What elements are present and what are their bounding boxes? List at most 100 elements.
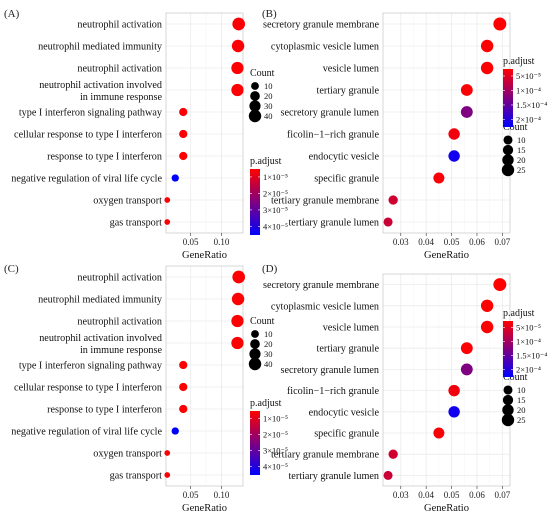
- y-tick-label: neutrophil mediated immunity: [38, 295, 163, 306]
- plot-frame: [165, 12, 244, 234]
- count-legend-label: 15: [517, 145, 526, 155]
- count-legend-label: 10: [517, 135, 526, 145]
- data-point: [231, 61, 244, 75]
- count-legend-dot: [502, 394, 514, 406]
- y-tick-label: cellular response to type I interferon: [14, 383, 162, 394]
- count-legend-label: 20: [264, 339, 273, 349]
- y-tick-label: tertiary granule lumen: [288, 218, 379, 229]
- count-legend-label: 30: [264, 349, 273, 359]
- data-point: [433, 172, 445, 184]
- data-point: [388, 449, 398, 459]
- y-tick-label: tertiary granule membrane: [271, 450, 380, 461]
- data-point: [383, 470, 393, 480]
- panel-label: (D): [262, 263, 278, 275]
- data-point: [448, 128, 460, 140]
- padjust-legend-title: p.adjust: [503, 56, 535, 67]
- count-legend-dot: [502, 144, 514, 156]
- y-tick-label: ficolin−1−rich granule: [287, 386, 380, 397]
- data-point: [231, 336, 244, 350]
- count-legend-dot: [251, 330, 259, 338]
- count-legend-label: 15: [517, 395, 526, 405]
- y-tick-label: neutrophil activation involved in immune …: [39, 333, 162, 356]
- count-legend-dot: [248, 357, 262, 371]
- padjust-legend-label: 5×10⁻⁵: [516, 323, 541, 333]
- count-legend-dot: [249, 100, 261, 112]
- x-axis-title: GeneRatio: [424, 250, 469, 261]
- padjust-legend-label: 1.5×10⁻⁴: [516, 100, 547, 110]
- y-tick-label: oxygen transport: [93, 449, 162, 460]
- padjust-legend-title: p.adjust: [250, 398, 282, 409]
- panel-label: (C): [4, 263, 19, 275]
- y-tick-label: negative regulation of viral life cycle: [11, 174, 162, 185]
- data-point: [480, 39, 494, 53]
- data-point: [179, 404, 188, 414]
- padjust-colorbar: [250, 411, 260, 475]
- padjust-legend-title: p.adjust: [250, 156, 282, 167]
- count-legend-label: 10: [264, 329, 273, 339]
- padjust-legend-label: 2×10⁻⁵: [263, 188, 288, 198]
- data-point: [480, 320, 494, 334]
- padjust-legend-label: 1×10⁻⁴: [516, 85, 541, 95]
- x-tick-label: 0.05: [444, 490, 460, 500]
- count-legend-label: 20: [517, 405, 526, 415]
- count-legend-title: Count: [503, 372, 528, 383]
- data-point: [433, 427, 445, 439]
- count-legend-label: 25: [517, 415, 526, 425]
- y-tick-label: gas transport: [110, 471, 163, 482]
- y-tick-label: specific granule: [314, 174, 379, 185]
- count-legend-title: Count: [250, 68, 275, 79]
- count-legend-dot: [501, 163, 515, 177]
- count-legend-dot: [503, 385, 513, 395]
- padjust-legend-label: 4×10⁻⁵: [263, 462, 288, 472]
- y-tick-label-line: in immune response: [80, 345, 163, 356]
- y-tick-label-line: in immune response: [80, 92, 163, 103]
- data-point: [448, 150, 460, 162]
- data-point: [460, 342, 473, 355]
- data-point: [480, 299, 494, 312]
- y-tick-label: cytoplasmic vesicle lumen: [271, 42, 379, 53]
- padjust-legend-label: 5×10⁻⁵: [516, 71, 541, 81]
- padjust-colorbar: [503, 321, 513, 377]
- x-tick-label: 0.06: [469, 237, 485, 247]
- data-point: [383, 217, 393, 227]
- count-legend-label: 10: [517, 385, 526, 395]
- x-tick-label: 0.04: [418, 237, 434, 247]
- y-tick-label: cellular response to type I interferon: [14, 130, 162, 141]
- count-legend-label: 40: [264, 111, 273, 121]
- y-tick-label: vesicle lumen: [323, 64, 379, 75]
- count-legend-dot: [251, 82, 259, 90]
- padjust-legend-label: 1.5×10⁻⁴: [516, 351, 547, 361]
- panel-d: (D) secretory granule membrane cytoplasmic…: [262, 263, 547, 513]
- data-point: [493, 278, 507, 292]
- data-point: [232, 270, 246, 284]
- y-tick-label: ficolin−1−rich granule: [287, 130, 380, 141]
- y-tick-label: neutrophil activation: [77, 317, 162, 328]
- x-tick-label: 0.07: [495, 490, 511, 500]
- x-tick-label: 0.07: [495, 237, 511, 247]
- x-tick-label: 0.03: [393, 490, 409, 500]
- padjust-legend-label: 1×10⁻⁵: [263, 172, 288, 182]
- count-legend-dot: [250, 339, 260, 349]
- padjust-colorbar: [503, 69, 513, 127]
- data-point: [448, 384, 460, 397]
- data-point: [493, 17, 507, 31]
- data-point: [231, 314, 244, 328]
- data-point: [460, 84, 473, 96]
- y-tick-label: neutrophil activation: [77, 273, 162, 284]
- padjust-legend-label: 4×10⁻⁵: [263, 221, 288, 231]
- y-tick-label: tertiary granule: [316, 344, 379, 355]
- x-tick-label: 0.10: [214, 237, 230, 247]
- y-tick-label: tertiary granule membrane: [271, 196, 380, 207]
- x-tick-label: 0.05: [183, 237, 199, 247]
- count-legend-label: 25: [517, 165, 526, 175]
- data-point: [179, 107, 188, 117]
- data-point: [171, 174, 179, 182]
- y-tick-label: endocytic vesicle: [309, 152, 380, 163]
- count-legend-dot: [248, 109, 262, 123]
- y-tick-label: secretory granule membrane: [263, 280, 379, 291]
- data-point: [231, 83, 244, 97]
- data-point: [164, 450, 171, 456]
- panel-label: (A): [4, 8, 20, 20]
- x-axis-title: GeneRatio: [182, 250, 227, 261]
